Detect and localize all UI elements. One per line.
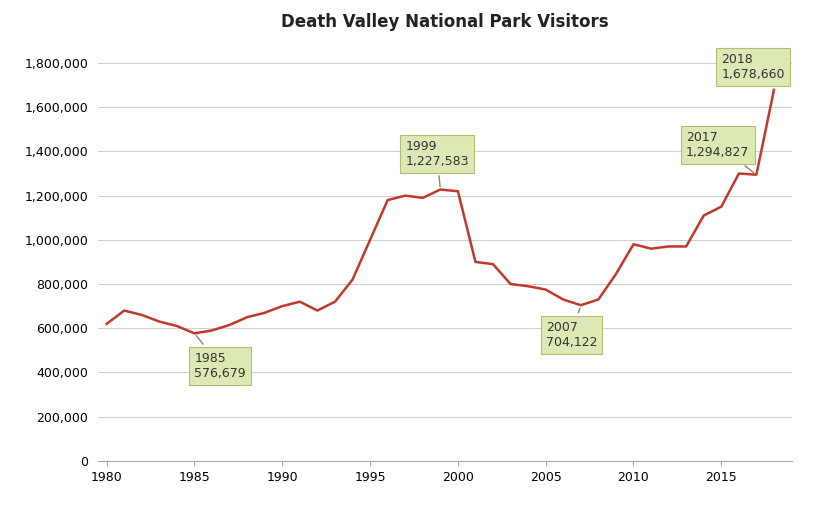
Text: 1985
576,679: 1985 576,679: [194, 335, 246, 380]
Text: 2017
1,294,827: 2017 1,294,827: [686, 131, 754, 173]
Title: Death Valley National Park Visitors: Death Valley National Park Visitors: [281, 13, 609, 31]
Text: 1999
1,227,583: 1999 1,227,583: [406, 140, 468, 187]
Text: 2018
1,678,660: 2018 1,678,660: [721, 53, 785, 90]
Text: 2007
704,122: 2007 704,122: [546, 308, 597, 349]
